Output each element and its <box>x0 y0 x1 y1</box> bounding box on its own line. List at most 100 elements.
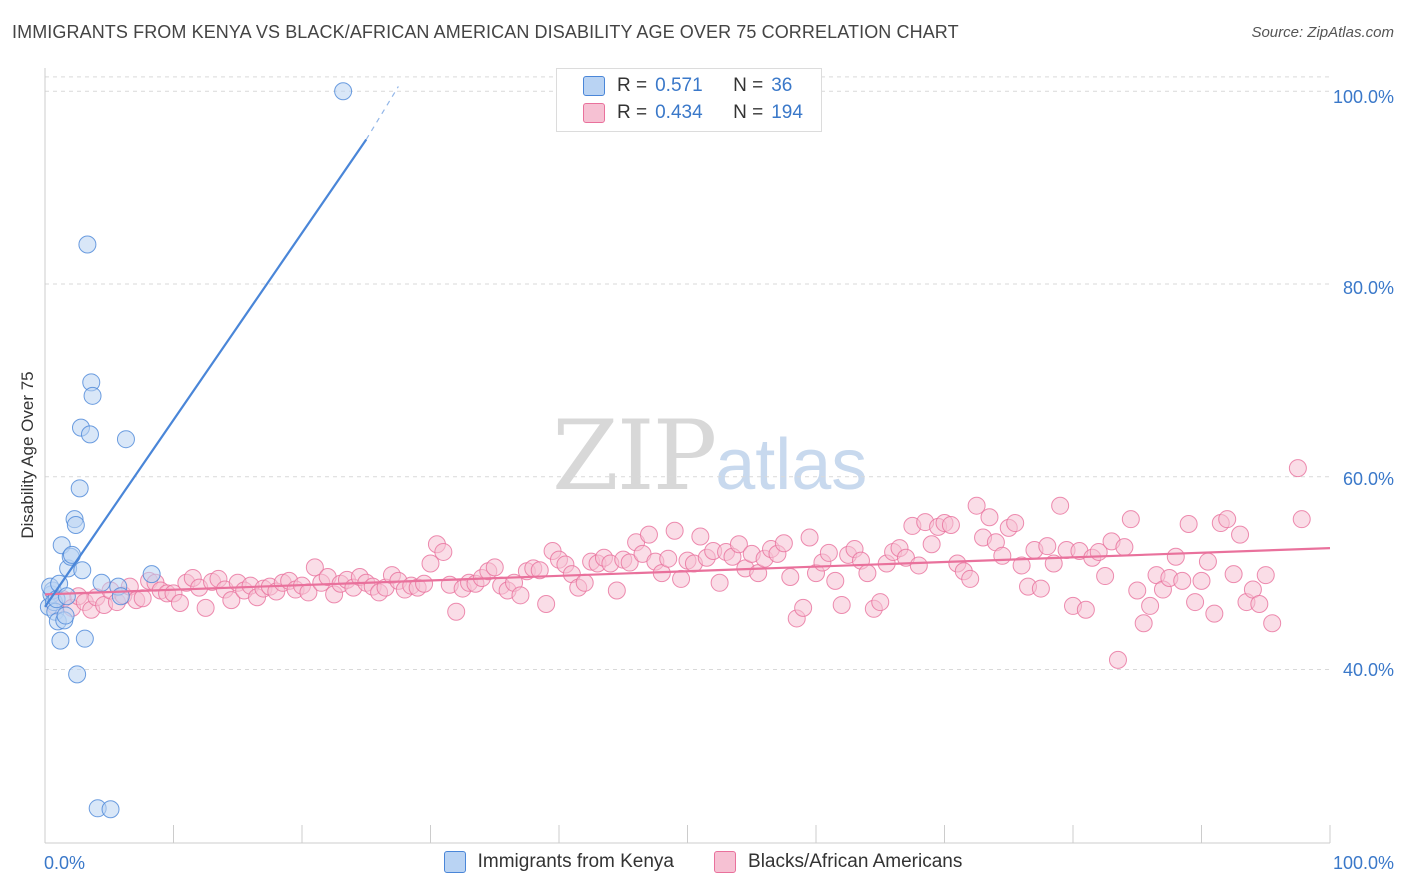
black-point <box>1051 496 1070 515</box>
black-point <box>819 543 838 562</box>
black-point <box>1012 556 1031 575</box>
black-point <box>1218 510 1237 529</box>
black-point <box>781 568 800 587</box>
black-point <box>858 564 877 583</box>
black-point <box>421 554 440 573</box>
black-point <box>1179 514 1198 533</box>
black-point <box>1198 552 1217 571</box>
black-point <box>485 558 504 577</box>
legend-row-black: R = 0.434 N = 194 <box>583 100 803 126</box>
black-point <box>511 586 530 605</box>
legend-r-label: R = <box>617 102 648 123</box>
watermark-atlas: atlas <box>715 425 868 505</box>
black-point <box>1205 604 1224 623</box>
watermark: ZIPatlas <box>552 400 867 512</box>
black-point <box>967 496 986 515</box>
black-point <box>794 598 813 617</box>
black-point <box>1121 510 1140 529</box>
kenya-trend-line <box>44 138 368 608</box>
black-point <box>537 594 556 613</box>
black-point <box>1108 650 1127 669</box>
y-axis-label: Disability Age Over 75 <box>18 371 37 539</box>
black-point <box>1134 614 1153 633</box>
stats-legend: R = 0.571 N = 36 R = 0.434 N = 194 <box>556 68 822 132</box>
black-point <box>530 561 549 580</box>
black-point <box>434 542 453 561</box>
black-point <box>800 528 819 547</box>
legend-label: Immigrants from Kenya <box>477 851 675 872</box>
series-legend: Immigrants from Kenya Blacks/African Ame… <box>0 851 1406 873</box>
black-point <box>1031 579 1050 598</box>
x-tick-label: 100.0% <box>1332 853 1394 873</box>
kenya-point <box>78 235 97 254</box>
black-point <box>1076 600 1095 619</box>
black-point <box>415 574 434 593</box>
black-point <box>1038 537 1057 556</box>
black-point <box>774 534 793 553</box>
black-point <box>909 556 928 575</box>
watermark-zip: ZIP <box>552 400 717 512</box>
y-tick-label: 60.0% <box>1342 469 1394 489</box>
legend-item-black: Blacks/African Americans <box>714 851 962 873</box>
black-point <box>672 569 691 588</box>
black-point <box>305 558 324 577</box>
black-point <box>1231 525 1250 544</box>
black-point <box>1186 593 1205 612</box>
black-point <box>922 535 941 554</box>
kenya-point <box>66 515 85 534</box>
legend-label: Blacks/African Americans <box>748 851 963 872</box>
legend-swatch-pink <box>583 103 605 123</box>
black-point <box>993 546 1012 565</box>
black-point <box>639 525 658 544</box>
black-point <box>575 573 594 592</box>
legend-item-kenya: Immigrants from Kenya <box>443 851 675 873</box>
black-point <box>1250 594 1269 613</box>
kenya-point <box>116 430 135 449</box>
black-point <box>1006 514 1025 533</box>
legend-r-label: R = <box>617 75 648 96</box>
legend-n-value: 36 <box>771 75 793 96</box>
black-point <box>620 553 639 572</box>
black-point <box>1263 614 1282 633</box>
black-point <box>665 521 684 540</box>
black-point <box>980 508 999 527</box>
black-point <box>1166 547 1185 566</box>
black-point <box>826 571 845 590</box>
black-point <box>1192 571 1211 590</box>
black-point <box>1224 565 1243 584</box>
black-point <box>941 515 960 534</box>
legend-n-label: N = <box>733 75 764 96</box>
black-point <box>196 598 215 617</box>
kenya-point <box>57 587 76 606</box>
source-label: Source: ZipAtlas.com <box>1251 24 1394 41</box>
black-point <box>1288 459 1307 478</box>
kenya-point <box>68 665 87 684</box>
black-point <box>222 591 241 610</box>
legend-swatch-blue <box>443 851 466 873</box>
black-point <box>871 593 890 612</box>
y-tick-label: 100.0% <box>1332 87 1394 107</box>
black-point <box>1141 596 1160 615</box>
legend-swatch-blue <box>583 76 605 96</box>
black-point <box>710 573 729 592</box>
kenya-point <box>334 82 353 101</box>
black-point <box>1128 581 1147 600</box>
black-trend-line <box>44 546 1331 596</box>
kenya-point <box>80 425 99 444</box>
kenya-point <box>73 561 92 580</box>
x-tick-label: 0.0% <box>44 853 86 873</box>
kenya-point <box>142 565 161 584</box>
black-point <box>607 581 626 600</box>
black-point <box>1096 567 1115 586</box>
legend-n-value: 194 <box>771 102 803 123</box>
legend-r-value: 0.434 <box>655 102 703 123</box>
black-point <box>729 535 748 554</box>
y-tick-label: 80.0% <box>1342 278 1394 298</box>
black-point <box>1173 571 1192 590</box>
legend-r-value: 0.571 <box>655 75 703 96</box>
kenya-point <box>56 606 75 625</box>
black-point <box>1256 566 1275 585</box>
kenya-point <box>70 479 89 498</box>
black-point <box>1115 538 1134 557</box>
